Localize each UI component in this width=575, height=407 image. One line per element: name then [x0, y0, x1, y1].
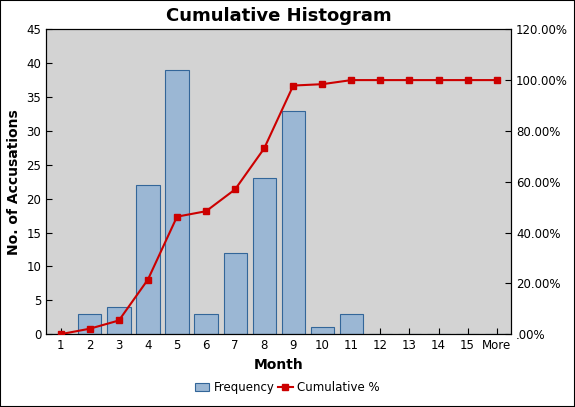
- Title: Cumulative Histogram: Cumulative Histogram: [166, 7, 392, 25]
- Bar: [282, 111, 305, 334]
- X-axis label: Month: Month: [254, 358, 304, 372]
- Y-axis label: No. of Accusations: No. of Accusations: [7, 109, 21, 255]
- Legend: Frequency, Cumulative %: Frequency, Cumulative %: [190, 376, 385, 399]
- Bar: [166, 70, 189, 334]
- Bar: [136, 185, 160, 334]
- Bar: [224, 253, 247, 334]
- Bar: [340, 314, 363, 334]
- Bar: [78, 314, 101, 334]
- Bar: [194, 314, 218, 334]
- Bar: [108, 307, 131, 334]
- Bar: [252, 178, 276, 334]
- Bar: [310, 327, 334, 334]
